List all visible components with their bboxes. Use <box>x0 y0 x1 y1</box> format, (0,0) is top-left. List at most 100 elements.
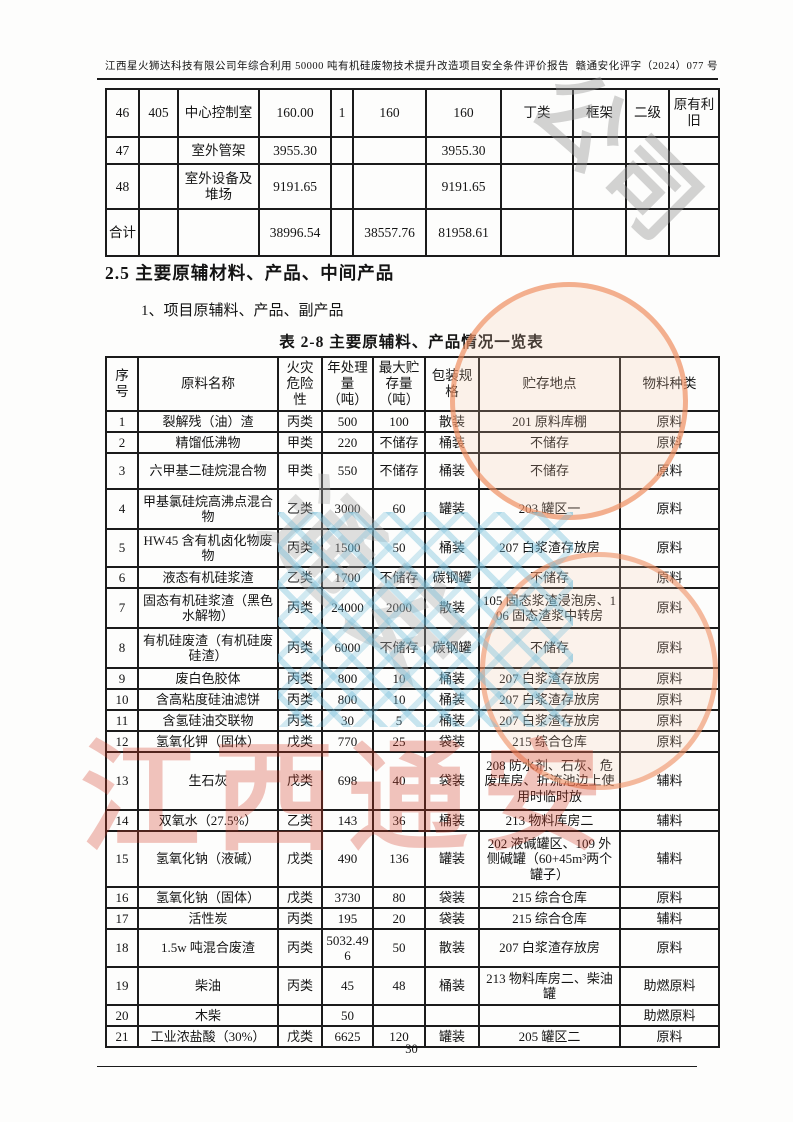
table-cell: 24000 <box>321 587 374 629</box>
table-cell: 25 <box>372 730 426 753</box>
table-cell: 6625 <box>321 1025 374 1048</box>
table-cell: 80 <box>372 886 426 909</box>
table-cell: 203 罐区一 <box>478 488 621 530</box>
buildings-summary-body: 46 405 中心控制室 160.00 1 160 160 丁类 框架 二级 原有利旧 47 室外管架 3… <box>105 88 720 257</box>
table-cell: 160 <box>352 88 427 138</box>
table-cell: 不储存 <box>372 566 426 589</box>
table-cell: 戊类 <box>277 1025 323 1048</box>
table-cell: 47 <box>105 136 140 165</box>
table-cell: 二级 <box>625 88 670 138</box>
table-cell: 袋装 <box>424 907 480 930</box>
table-cell: 木柴 <box>137 1004 279 1027</box>
table-cell <box>668 136 720 165</box>
table-cell: 48 <box>105 163 140 210</box>
table-cell: 36 <box>372 809 426 832</box>
table-cell: 800 <box>321 667 374 690</box>
table-cell: 桶装 <box>424 528 480 568</box>
table-cell: 原料 <box>619 709 720 732</box>
table-cell <box>625 136 670 165</box>
table-cell: 有机硅废渣（有机硅废硅渣） <box>137 627 279 669</box>
table-cell: 戊类 <box>277 730 323 753</box>
table-cell: 框架 <box>572 88 627 138</box>
table-cell <box>352 136 427 165</box>
buildings-summary-table: 46 405 中心控制室 160.00 1 160 160 丁类 框架 二级 原有利旧 47 室外管架 3… <box>105 88 720 257</box>
table-cell: 5 <box>105 528 139 568</box>
table-cell: 1 <box>330 88 354 138</box>
table-cell: 原料 <box>619 688 720 711</box>
table-cell <box>500 163 574 210</box>
table-cell: 105 固态浆渣浸泡房、106 固态渣浆中转房 <box>478 587 621 629</box>
table-cell: 9 <box>105 667 139 690</box>
table-cell: 405 <box>138 88 179 138</box>
column-header: 最大贮存量（吨） <box>372 356 426 412</box>
table-row: 17 活性炭 丙类 195 20 袋装 215 综合仓库 辅料 <box>105 907 720 930</box>
table-cell: 原料 <box>619 587 720 629</box>
table-cell: 1500 <box>321 528 374 568</box>
column-header: 包装规格 <box>424 356 480 412</box>
table-cell <box>177 208 260 257</box>
table-cell: 213 物料库房二、柴油罐 <box>478 966 621 1006</box>
table-cell: 120 <box>372 1025 426 1048</box>
table-cell: 7 <box>105 587 139 629</box>
table-row: 18 1.5w 吨混合废渣 丙类 5032.496 50 散装 207 白浆渣存放房 原料 <box>105 928 720 968</box>
table-row: 2 精馏低沸物 甲类 220 不储存 桶装 不储存 原料 <box>105 431 720 454</box>
column-header: 序号 <box>105 356 139 412</box>
table-cell: 含氢硅油交联物 <box>137 709 279 732</box>
table-cell: 3730 <box>321 886 374 909</box>
table-row: 11 含氢硅油交联物 丙类 30 5 桶装 207 白浆渣存放房 原料 <box>105 709 720 732</box>
table-cell: 38557.76 <box>352 208 427 257</box>
table-cell: 3000 <box>321 488 374 530</box>
table-cell: 含高粘度硅油滤饼 <box>137 688 279 711</box>
table-cell: 原料 <box>619 452 720 490</box>
table-cell: 双氧水（27.5%） <box>137 809 279 832</box>
table-cell: 50 <box>372 528 426 568</box>
table-cell: 3955.30 <box>258 136 332 165</box>
table-cell: 20 <box>105 1004 139 1027</box>
table-cell: 丙类 <box>277 627 323 669</box>
table-cell: 辅料 <box>619 907 720 930</box>
column-header: 原料名称 <box>137 356 279 412</box>
table-cell: 11 <box>105 709 139 732</box>
table-cell: 室外管架 <box>177 136 260 165</box>
table-cell: 60 <box>372 488 426 530</box>
table-cell <box>478 1004 621 1027</box>
table-cell: 丙类 <box>277 587 323 629</box>
materials-table: 序号 原料名称 火灾危险性 年处理量（吨） 最大贮存量（吨） 包装规格 贮存地点 物料种类 1… <box>105 356 720 1048</box>
table-title: 表 2-8 主要原辅料、产品情况一览表 <box>279 334 544 351</box>
table-cell: 50 <box>372 928 426 968</box>
table-cell: 143 <box>321 809 374 832</box>
table-cell: 2000 <box>372 587 426 629</box>
table-row: 6 液态有机硅浆渣 乙类 1700 不储存 碳钢罐 不储存 原料 <box>105 566 720 589</box>
table-cell: 丙类 <box>277 410 323 433</box>
table-cell: 桶装 <box>424 688 480 711</box>
table-cell: 桶装 <box>424 809 480 832</box>
table-row: 4 甲基氯硅烷高沸点混合物 乙类 3000 60 罐装 203 罐区一 原料 <box>105 488 720 530</box>
table-row: 7 固态有机硅浆渣（黑色水解物） 丙类 24000 2000 散装 105 固态浆渣浸泡房、… <box>105 587 720 629</box>
table-cell: 21 <box>105 1025 139 1048</box>
table-cell: 袋装 <box>424 886 480 909</box>
table-cell: 6 <box>105 566 139 589</box>
table-cell: 原料 <box>619 410 720 433</box>
table-cell: 裂解残（油）渣 <box>137 410 279 433</box>
table-cell: 散装 <box>424 410 480 433</box>
table-cell: 205 罐区二 <box>478 1025 621 1048</box>
table-cell: 207 白浆渣存放房 <box>478 528 621 568</box>
table-cell: 甲类 <box>277 452 323 490</box>
table-row: 15 氢氧化钠（液碱） 戊类 490 136 罐装 202 液碱罐区、109 外侧碱罐（60… <box>105 830 720 888</box>
header-right-text: 赣通安化评字（2024）077 号 <box>575 61 718 72</box>
table-cell <box>330 136 354 165</box>
table-cell: 氢氧化钠（液碱） <box>137 830 279 888</box>
table-row: 48 室外设备及堆场 9191.65 9191.65 <box>105 163 720 210</box>
table-cell: 5032.496 <box>321 928 374 968</box>
header-left-text: 江西星火狮达科技有限公司年综合利用 50000 吨有机硅废物技术提升改造项目安全… <box>105 61 569 72</box>
table-row: 20 木柴 50 助燃原料 <box>105 1004 720 1027</box>
table-cell <box>500 136 574 165</box>
table-cell: 桶装 <box>424 452 480 490</box>
section-subheading: 1、项目原辅料、产品、副产品 <box>141 303 344 319</box>
table-cell: 160 <box>425 88 502 138</box>
table-cell: 液态有机硅浆渣 <box>137 566 279 589</box>
table-cell: 207 白浆渣存放房 <box>478 688 621 711</box>
table-cell: 原料 <box>619 886 720 909</box>
table-cell: 原料 <box>619 928 720 968</box>
table-cell: 氢氧化钠（固体） <box>137 886 279 909</box>
